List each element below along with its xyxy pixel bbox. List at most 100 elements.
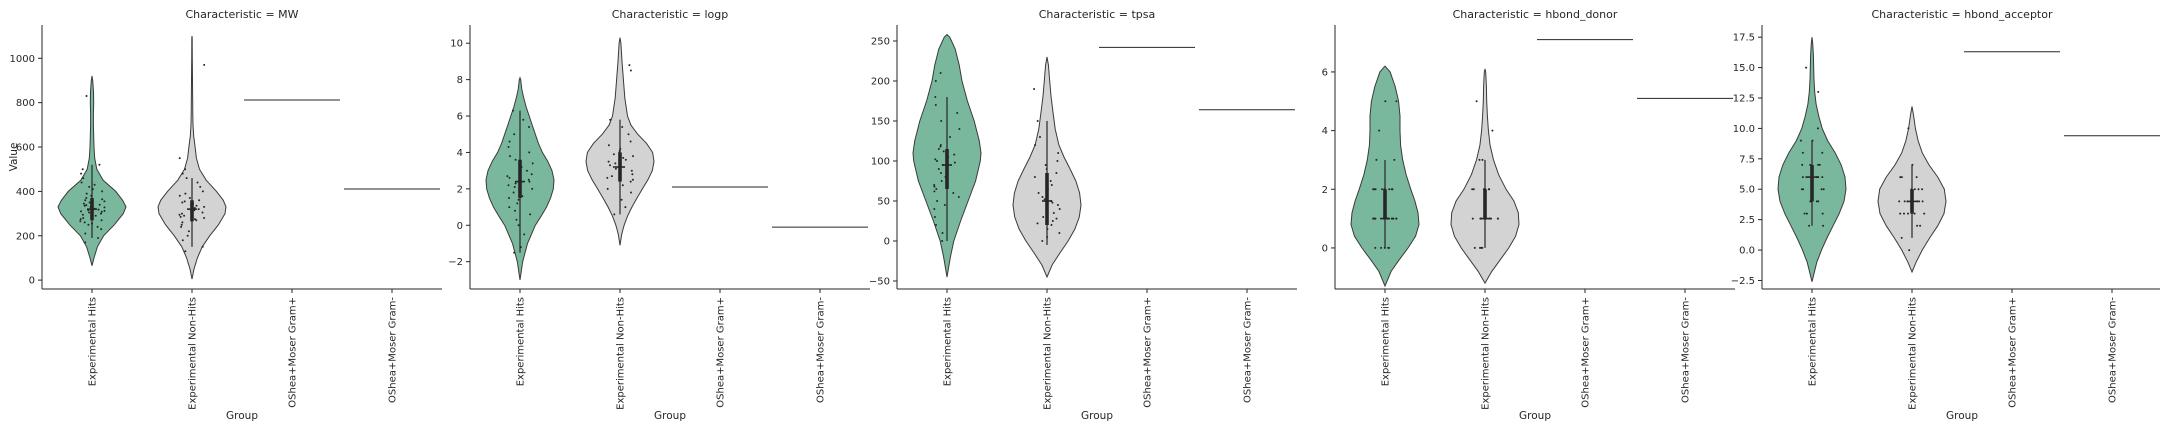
data-point <box>98 203 101 206</box>
data-point <box>81 213 84 216</box>
data-point <box>1817 163 1820 166</box>
data-point <box>1811 139 1814 142</box>
data-point <box>508 176 511 179</box>
data-point <box>1488 188 1491 191</box>
data-point <box>953 161 956 164</box>
data-point <box>1036 222 1039 225</box>
data-point <box>939 72 942 74</box>
data-point <box>1900 176 1903 179</box>
data-point <box>1923 212 1926 215</box>
data-point <box>1045 168 1048 170</box>
data-point <box>514 158 517 161</box>
data-point <box>933 208 936 210</box>
data-point <box>933 184 936 186</box>
data-point <box>1056 160 1059 162</box>
data-point <box>1378 129 1381 132</box>
data-point <box>193 209 196 212</box>
x-tick-label: Experimental Non-Hits <box>616 297 627 410</box>
data-point <box>517 198 520 201</box>
data-point <box>1907 212 1909 215</box>
x-axis-label: Group <box>226 410 258 422</box>
data-point <box>1900 236 1903 239</box>
data-point <box>525 169 528 172</box>
data-point <box>941 232 944 234</box>
x-tick-label: Experimental Hits <box>88 297 99 386</box>
y-tick-label: 4 <box>1322 126 1328 137</box>
data-point <box>935 188 938 190</box>
y-tick-label: 100 <box>871 157 890 168</box>
data-point <box>1051 201 1054 204</box>
data-point <box>515 218 518 221</box>
data-point <box>1919 224 1922 227</box>
data-point <box>514 209 516 212</box>
data-point <box>1383 188 1386 191</box>
data-point <box>1915 176 1918 179</box>
data-point <box>1472 188 1475 191</box>
panel-0: Characteristic = MW 0 200 400 600 800 1000 Expe… <box>10 8 442 422</box>
data-point <box>1799 139 1802 142</box>
x-axis-label: Group <box>1081 410 1113 422</box>
panel-3: Characteristic = hbond_donor 0 2 4 6 Experime… <box>1322 8 1735 422</box>
y-tick-label: 0 <box>1322 243 1328 254</box>
data-point <box>184 168 187 171</box>
data-point <box>942 150 945 153</box>
data-point <box>507 184 510 187</box>
data-point <box>1913 188 1916 191</box>
data-point <box>201 245 204 248</box>
data-point <box>186 234 189 237</box>
data-point <box>1383 217 1386 220</box>
data-point <box>609 118 612 121</box>
data-point <box>1816 176 1819 179</box>
data-point <box>184 250 187 253</box>
data-point <box>531 187 534 190</box>
y-tick-label: 12.5 <box>1733 93 1755 104</box>
data-point <box>1475 100 1478 103</box>
data-point <box>1903 200 1906 203</box>
data-point <box>508 197 510 199</box>
data-point <box>507 146 510 148</box>
data-point <box>82 217 85 219</box>
data-point <box>103 209 106 212</box>
data-point <box>1899 212 1902 215</box>
data-point <box>530 173 533 176</box>
data-point <box>100 212 102 215</box>
data-point <box>1801 176 1804 179</box>
data-point <box>100 219 103 222</box>
data-point <box>506 175 509 178</box>
y-tick-label: 15.0 <box>1733 63 1755 74</box>
panel-title: Characteristic = hbond_acceptor <box>1871 8 2052 21</box>
data-point <box>618 149 621 152</box>
data-point <box>103 206 106 209</box>
data-point <box>1805 176 1808 179</box>
x-axis-label: Group <box>1519 410 1551 422</box>
data-point <box>1041 196 1044 198</box>
data-point <box>1908 249 1911 252</box>
y-tick-label: 2.5 <box>1739 215 1755 226</box>
panel-title: Characteristic = tpsa <box>1039 8 1156 21</box>
data-point <box>1801 151 1804 154</box>
data-point <box>1489 217 1492 220</box>
data-point <box>624 158 627 161</box>
data-point <box>933 190 936 193</box>
data-point <box>607 144 610 147</box>
x-tick-label: Experimental Hits <box>1808 297 1819 386</box>
data-point <box>1039 136 1041 138</box>
x-tick-label: Experimental Hits <box>943 297 954 386</box>
data-point <box>188 197 191 199</box>
data-point <box>1037 192 1040 194</box>
y-tick-label: 200 <box>871 77 890 88</box>
data-point <box>613 213 616 216</box>
data-point <box>1041 240 1044 242</box>
data-point <box>180 225 183 228</box>
y-tick-label: 10 <box>450 39 463 50</box>
x-tick-label: OShea+Moser Gram- <box>816 297 827 403</box>
data-point <box>1917 188 1920 191</box>
data-point <box>952 192 955 194</box>
data-point <box>516 202 519 205</box>
data-point <box>630 169 633 172</box>
data-point <box>1816 127 1819 130</box>
data-point <box>180 223 183 226</box>
data-point <box>83 204 86 207</box>
data-point <box>195 204 198 207</box>
